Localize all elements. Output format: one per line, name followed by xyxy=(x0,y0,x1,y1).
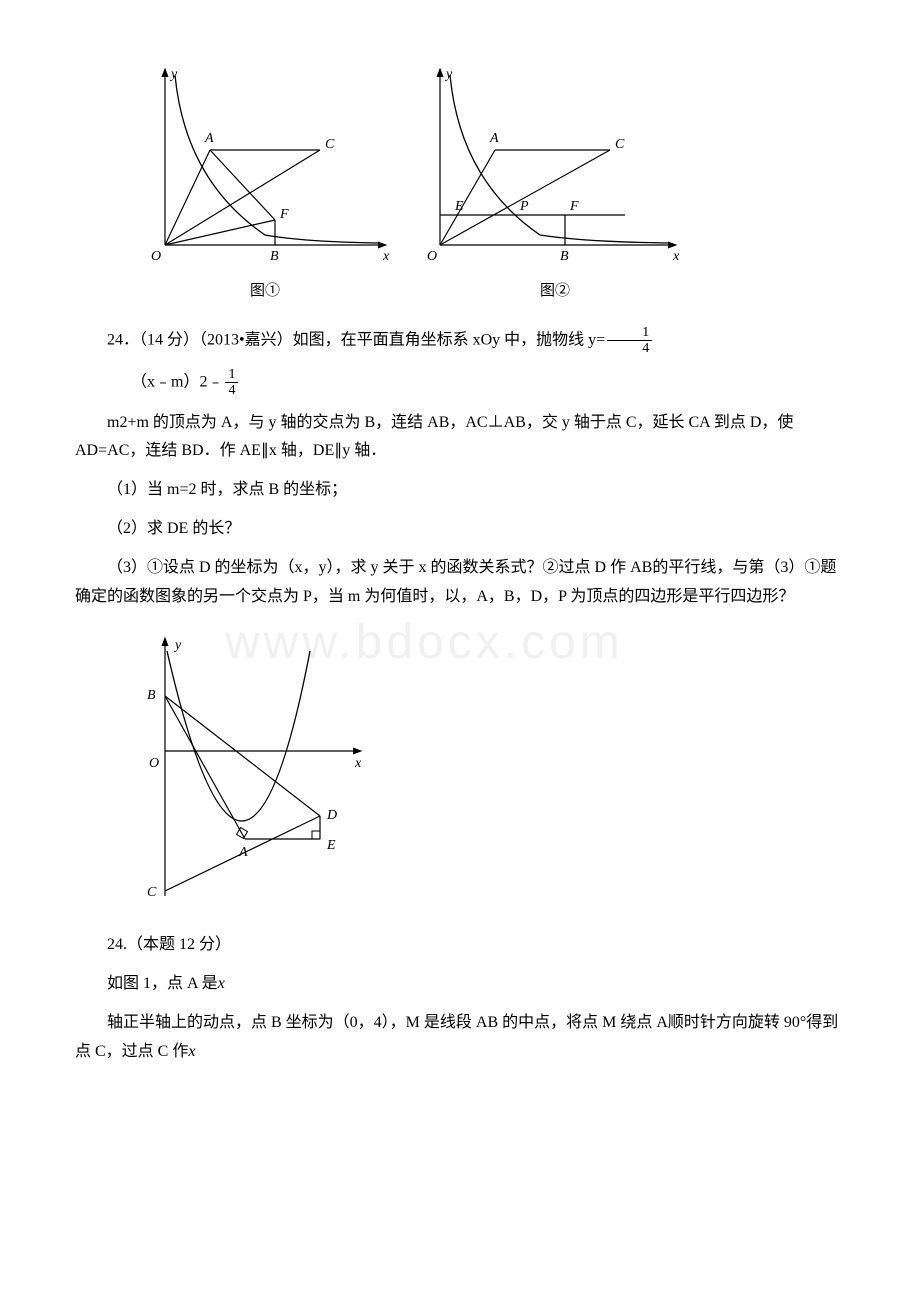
p24b-line2-var: x xyxy=(188,1043,195,1060)
fig1-B: B xyxy=(270,249,279,264)
p24b-line1: 如图 1，点 A 是x xyxy=(75,970,845,999)
fig2-A: A xyxy=(489,131,499,146)
fig1-F: F xyxy=(279,207,289,222)
fig1-O: O xyxy=(151,249,161,264)
fig2-F: F xyxy=(569,199,579,214)
p24a-line1: 24．（14 分）（2013•嘉兴）如图，在平面直角坐标系 xOy 中，抛物线 … xyxy=(75,325,845,357)
fig1-A: A xyxy=(204,131,214,146)
p24a-q3: （3）①设点 D 的坐标为（x，y），求 y 关于 x 的函数关系式？②过点 D… xyxy=(75,554,845,612)
mid-C: C xyxy=(147,885,157,900)
fig2-C: C xyxy=(615,137,625,152)
p24a-q1: （1）当 m=2 时，求点 B 的坐标； xyxy=(75,476,845,505)
fig2-B: B xyxy=(560,249,569,264)
fig2-P: P xyxy=(519,199,529,214)
frac-1-4-a: 14 xyxy=(607,325,652,357)
fig1-x-label: x xyxy=(382,249,390,264)
fig1-C: C xyxy=(325,137,335,152)
figure-1-label: 图① xyxy=(250,278,280,305)
figure-2-label: 图② xyxy=(540,278,570,305)
figure-2-container: y x O A C B E P F 图② xyxy=(425,60,685,305)
frac-den2: 4 xyxy=(225,383,238,398)
p24b-line2: 轴正半轴上的动点，点 B 坐标为（0，4），M 是线段 AB 的中点，将点 M … xyxy=(75,1009,845,1067)
frac-den: 4 xyxy=(607,341,652,356)
mid-x: x xyxy=(354,756,362,771)
middle-figure-svg: y x O B C A D E xyxy=(135,631,375,901)
frac-1-4-b: 14 xyxy=(225,367,238,399)
figure-1-svg: y x O A C B F xyxy=(135,60,395,270)
top-figure-row: y x O A C B F 图① xyxy=(75,60,845,305)
p24b-header: 24.（本题 12 分） xyxy=(75,931,845,960)
fig1-y-label: y xyxy=(169,67,178,82)
mid-A: A xyxy=(238,845,248,860)
mid-O: O xyxy=(149,756,159,771)
p24b-line1-var: x xyxy=(218,975,225,992)
fig2-O: O xyxy=(427,249,437,264)
figure-2-svg: y x O A C B E P F xyxy=(425,60,685,270)
frac-num: 1 xyxy=(607,325,652,341)
p24a-q2: （2）求 DE 的长？ xyxy=(75,515,845,544)
p24a-line2: （x﹣m）2﹣14 xyxy=(75,367,845,399)
frac-num2: 1 xyxy=(225,367,238,383)
mid-E: E xyxy=(326,838,336,853)
p24b-line1-prefix: 如图 1，点 A 是 xyxy=(107,975,218,992)
p24a-line2-left: （x﹣m）2﹣ xyxy=(131,373,223,390)
p24a-prefix: 24．（14 分）（2013•嘉兴）如图，在平面直角坐标系 xOy 中，抛物线 … xyxy=(107,332,605,349)
fig2-x-label: x xyxy=(672,249,680,264)
middle-figure-container: y x O B C A D E xyxy=(75,631,845,901)
figure-1-container: y x O A C B F 图① xyxy=(135,60,395,305)
mid-B: B xyxy=(147,688,156,703)
fig2-E: E xyxy=(454,199,464,214)
p24a-para2: m2+m 的顶点为 A，与 y 轴的交点为 B，连结 AB，AC⊥AB，交 y … xyxy=(75,409,845,467)
fig2-y-label: y xyxy=(444,67,453,82)
mid-D: D xyxy=(326,808,337,823)
mid-y: y xyxy=(173,638,182,653)
